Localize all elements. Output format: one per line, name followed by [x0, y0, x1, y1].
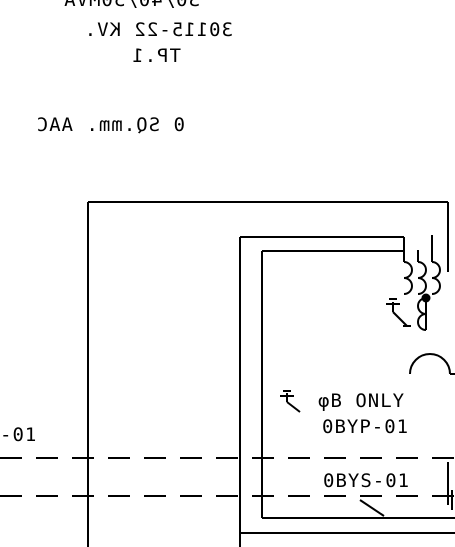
switch-id-label: 0BYS-01 [323, 470, 410, 492]
junction-dot [421, 293, 431, 303]
coil-winding-1 [403, 261, 413, 295]
coil-winding-lower [417, 297, 427, 331]
arrester-id-label: 0BYP-01 [322, 416, 409, 438]
phase-b-note: φB ONLY [318, 390, 405, 412]
coil-winding-2 [417, 261, 427, 295]
surge-arrester-symbol-lower [280, 390, 301, 413]
surge-arrester-symbol-upper [386, 298, 411, 327]
conductor-label: 0 SQ.mm. AAC [36, 114, 185, 136]
transformer-rating-label: 30/40/50MVA [63, 0, 200, 11]
transformer-id-label: TP.1 [131, 45, 181, 67]
transformer-voltage-label: 30115-22 KV. [84, 19, 233, 41]
transformer-secondary-arc [409, 353, 451, 375]
coil-winding-3 [431, 261, 441, 295]
switch-blade [359, 499, 385, 517]
left-cut-label: -01 [0, 424, 37, 446]
